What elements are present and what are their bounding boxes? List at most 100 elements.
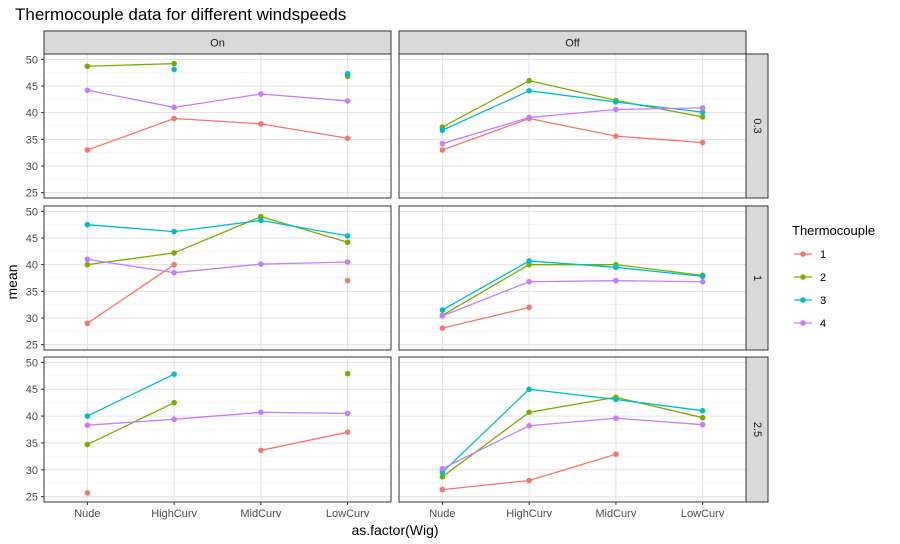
series-4-point: [439, 313, 446, 319]
series-4-point: [613, 415, 619, 422]
series-2-segment: [441, 411, 530, 478]
series-1-point: [344, 277, 351, 284]
series-4-segment: [87, 89, 175, 108]
series-3-point: [171, 371, 177, 377]
series-1-point: [344, 135, 351, 142]
legend: Thermocouple 1 2 3 4: [792, 223, 875, 330]
series-1-segment: [87, 264, 175, 324]
series-3-segment: [442, 260, 530, 311]
series-1-point: [84, 147, 91, 153]
panel-border: [43, 53, 392, 199]
series-2-point: [344, 370, 351, 377]
series-2-segment: [87, 252, 175, 266]
series-4-segment: [615, 417, 703, 426]
series-4-segment: [260, 93, 348, 102]
series-2-point: [84, 261, 91, 268]
series-1-segment: [174, 117, 261, 125]
series-2-point: [171, 60, 177, 67]
series-2-point: [84, 63, 91, 70]
y-tick-label: 35: [26, 134, 38, 146]
series-1-segment: [260, 431, 348, 452]
series-4-point: [526, 422, 532, 429]
series-4-point: [699, 421, 706, 428]
y-tick-label: 25: [26, 340, 38, 352]
x-tick-label: Nude: [429, 508, 455, 520]
series-4-point: [344, 410, 351, 417]
panel-border: [398, 205, 747, 351]
series-1-segment: [528, 453, 617, 482]
panel-2.5-off: Nude HighCurv MidCurv LowCurv: [398, 356, 747, 520]
series-2-point: [439, 473, 446, 480]
panel-0.3-on: 25 30 35 40 45 50: [26, 53, 392, 200]
series-4-point: [344, 259, 351, 265]
series-1-point: [526, 477, 532, 484]
panel-border: [398, 53, 747, 199]
series-4-segment: [442, 281, 530, 317]
y-tick-label: 25: [26, 492, 38, 504]
x-tick-label: Nude: [74, 508, 100, 520]
series-3-point: [84, 413, 91, 419]
series-3-segment: [87, 224, 175, 233]
panel-0.3-off: [398, 53, 747, 199]
series-4-point: [699, 105, 706, 111]
series-2-segment: [528, 80, 617, 102]
series-1-point: [258, 121, 264, 127]
series-4-point: [171, 416, 177, 423]
series-2-point: [171, 250, 177, 256]
y-tick-label: 40: [26, 411, 38, 423]
chart-panels: On Off 0.3 1 2.5 25 30 35 40 45 50 25 30 35 40 45 50 25 30…: [26, 30, 769, 520]
series-4-point: [439, 140, 446, 147]
series-4-segment: [615, 107, 703, 111]
y-tick-label: 30: [26, 465, 38, 477]
series-4-segment: [87, 258, 175, 274]
series-2-segment: [87, 402, 175, 446]
y-tick-label: 50: [26, 206, 38, 218]
series-1-segment: [87, 117, 175, 151]
series-3-point: [613, 99, 619, 105]
series-4-segment: [442, 116, 530, 145]
legend-key-point-2: [800, 274, 806, 280]
series-4-segment: [174, 411, 261, 420]
y-tick-label: 35: [26, 286, 38, 298]
series-4-segment: [260, 411, 348, 415]
series-3-point: [258, 217, 264, 224]
series-2-point: [526, 77, 532, 84]
series-2-segment: [442, 264, 530, 316]
series-2-point: [699, 114, 706, 120]
series-4-segment: [442, 425, 530, 470]
series-3-point: [613, 396, 619, 403]
series-3-point: [526, 258, 532, 264]
y-tick-label: 25: [26, 188, 38, 200]
y-tick-label: 40: [26, 260, 38, 272]
series-1-segment: [442, 117, 530, 151]
series-1-point: [344, 429, 351, 435]
legend-label-1: 1: [820, 249, 826, 261]
facet-strip-row-label: 1: [751, 275, 763, 281]
series-1-point: [171, 115, 177, 122]
series-3-segment: [442, 90, 530, 131]
x-tick-label: HighCurv: [151, 508, 197, 520]
series-2-segment: [615, 264, 703, 276]
panel-border: [43, 205, 392, 351]
legend-key-point-3: [800, 297, 806, 303]
series-4-segment: [174, 263, 261, 274]
series-4-segment: [260, 261, 348, 265]
series-1-segment: [442, 306, 530, 329]
series-2-point: [171, 399, 177, 406]
x-tick-label: MidCurv: [240, 508, 281, 520]
series-1-point: [613, 451, 619, 458]
series-4-segment: [615, 280, 703, 283]
series-3-segment: [529, 260, 616, 268]
series-4-point: [84, 87, 91, 94]
series-2-segment: [87, 62, 175, 67]
series-4-point: [258, 91, 264, 97]
x-tick-label: LowCurv: [681, 508, 725, 520]
series-1-point: [439, 147, 446, 153]
series-3-point: [84, 221, 91, 228]
series-4-point: [526, 114, 532, 121]
series-2-point: [699, 414, 706, 421]
y-tick-label: 50: [26, 357, 38, 369]
series-4-segment: [529, 417, 616, 427]
legend-key-point-4: [800, 320, 806, 326]
series-4-point: [526, 278, 532, 285]
